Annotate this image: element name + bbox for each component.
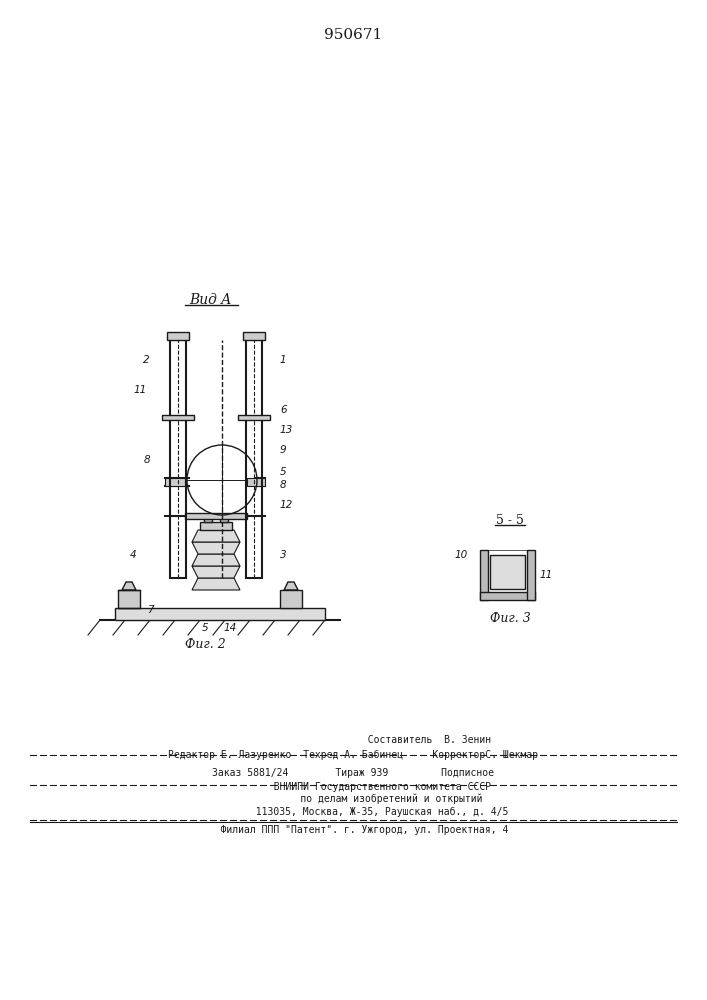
Text: 113035, Москва, Ж-35, Раушская наб., д. 4/5: 113035, Москва, Ж-35, Раушская наб., д. … [197,807,509,817]
Text: 12: 12 [280,500,293,510]
Text: ВНИИПИ Государственного комитета СССР: ВНИИПИ Государственного комитета СССР [215,782,491,792]
Text: Фиг. 2: Фиг. 2 [185,639,226,652]
Bar [247,478,265,486]
Text: 5 - 5: 5 - 5 [496,514,524,526]
Text: 6: 6 [280,405,286,415]
Polygon shape [192,554,240,566]
Text: 950671: 950671 [324,28,382,42]
Bar [480,550,488,600]
Bar [488,550,527,592]
Polygon shape [122,582,136,590]
Polygon shape [192,566,240,578]
Text: 14: 14 [223,623,237,633]
Text: Составитель  В. Зенин: Составитель В. Зенин [215,735,491,745]
Text: 2: 2 [144,355,150,365]
Bar [490,555,525,589]
Bar [185,513,247,519]
Text: 5: 5 [280,467,286,477]
Bar [246,340,262,578]
Bar [238,415,270,420]
Text: 1: 1 [280,355,286,365]
Bar [480,592,535,600]
Polygon shape [192,530,240,542]
Text: Заказ 5881/24        Тираж 939         Подписное: Заказ 5881/24 Тираж 939 Подписное [212,768,494,778]
Bar [115,608,325,620]
Text: Вид A: Вид A [189,293,231,307]
Text: Филиал ППП "Патент". г. Ужгород, ул. Проектная, 4: Филиал ППП "Патент". г. Ужгород, ул. Про… [197,825,509,835]
Bar [204,516,212,522]
Text: 8: 8 [144,455,150,465]
Bar [280,590,302,608]
Bar [243,332,265,340]
Text: 11: 11 [134,385,147,395]
Bar [200,522,232,530]
Bar [165,478,185,486]
Text: 13: 13 [280,425,293,435]
Bar [220,516,228,522]
Bar [118,590,140,608]
Text: по делам изобретений и открытий: по делам изобретений и открытий [223,794,482,804]
Bar [527,550,535,600]
Text: 8: 8 [280,480,286,490]
Text: Фиг. 3: Фиг. 3 [490,611,530,624]
Bar [170,340,186,578]
Polygon shape [284,582,298,590]
Text: 10: 10 [455,550,468,560]
Polygon shape [192,542,240,554]
Text: 9: 9 [280,445,286,455]
Text: 5: 5 [201,623,209,633]
Text: 7: 7 [146,605,153,615]
Bar [162,415,194,420]
Text: 11: 11 [540,570,554,580]
Text: 3: 3 [280,550,286,560]
Text: 4: 4 [129,550,136,560]
Text: Редактор Е. Лазуренко  Техред А. Бабинец     КорректорС. Шекмар: Редактор Е. Лазуренко Техред А. Бабинец … [168,750,538,760]
Bar [167,332,189,340]
Polygon shape [192,578,240,590]
